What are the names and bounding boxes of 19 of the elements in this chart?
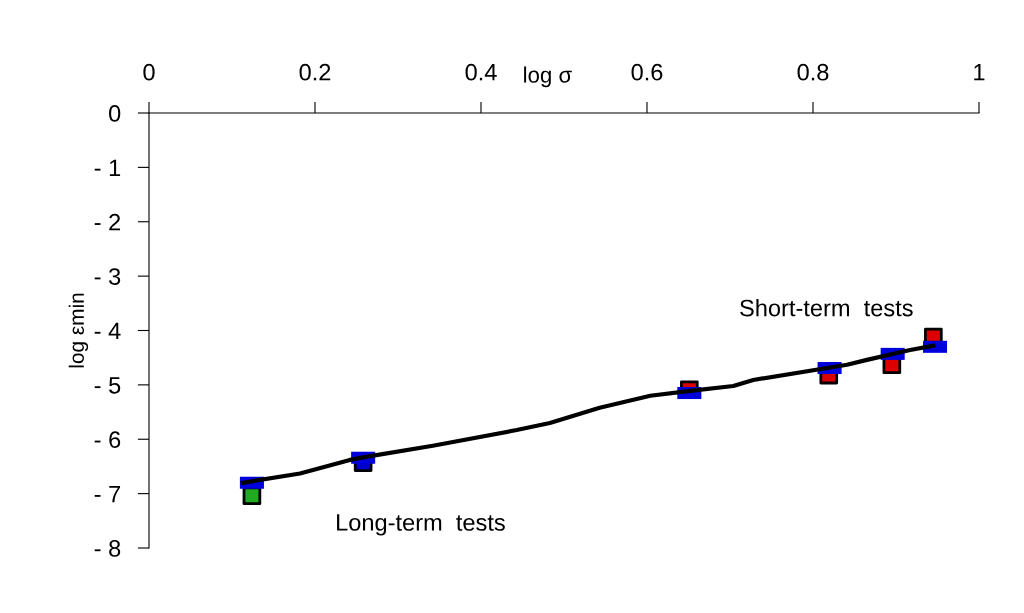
annotation: Short-term tests xyxy=(740,299,913,317)
x-tick-label: 0.2 xyxy=(299,63,331,81)
y-tick-label: - 5 xyxy=(94,377,121,394)
x-tick-label: 0.6 xyxy=(631,63,663,81)
x-tick-label: 0.4 xyxy=(465,63,497,81)
y-tick-label: 0 xyxy=(109,105,121,122)
y-tick-label: - 6 xyxy=(94,431,121,449)
x-tick-label: 0.8 xyxy=(797,63,829,81)
y-tick-label: - 4 xyxy=(94,322,121,340)
y-tick-label: - 1 xyxy=(94,159,121,176)
y-tick-label: - 3 xyxy=(94,268,121,285)
annotation: Long-term tests xyxy=(337,514,505,536)
x-axis-title: log σ xyxy=(524,66,572,88)
y-axis-title: log εmin xyxy=(68,293,89,368)
x-tick-label: 0 xyxy=(143,63,155,81)
y-tick-label: - 8 xyxy=(94,540,121,557)
x-tick-label: 1 xyxy=(974,64,985,81)
y-tick-label: - 2 xyxy=(94,213,121,231)
y-tick-label: - 7 xyxy=(94,485,121,503)
